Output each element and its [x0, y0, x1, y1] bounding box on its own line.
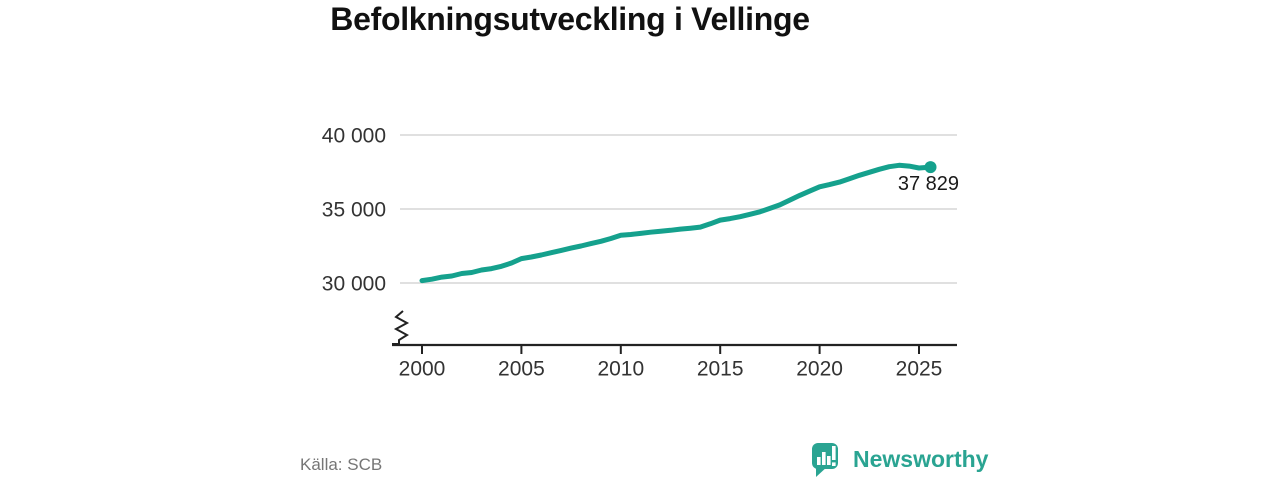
series-layer: 37 829: [419, 161, 959, 284]
newsworthy-logo: Newsworthy: [810, 442, 988, 478]
x-tick-label: 2015: [697, 358, 744, 381]
gridlines-layer: 40 000 35 000 30 000: [322, 125, 957, 296]
chart-title: Befolkningsutveckling i Vellinge: [330, 1, 810, 37]
axis-ticks-layer: 2000 2005 2010 2015 2020 2025: [399, 345, 943, 381]
x-tick-label: 2025: [896, 358, 943, 381]
y-tick-label: 40 000: [322, 125, 386, 148]
newsworthy-logo-text: Newsworthy: [853, 446, 989, 472]
source-note: Källa: SCB: [300, 455, 383, 474]
x-tick-label: 2005: [498, 358, 545, 381]
latest-value-label: 37 829: [898, 173, 959, 195]
x-axis: [392, 310, 957, 347]
x-tick-label: 2000: [399, 358, 446, 381]
x-tick-label: 2020: [796, 358, 843, 381]
x-tick-label: 2010: [597, 358, 644, 381]
y-axis-break-icon: [392, 310, 410, 345]
latest-point-marker: [924, 161, 937, 174]
y-tick-label: 35 000: [322, 199, 386, 222]
newsworthy-logo-icon: [812, 443, 838, 477]
y-tick-label: 30 000: [322, 273, 386, 296]
population-line: [419, 162, 933, 284]
